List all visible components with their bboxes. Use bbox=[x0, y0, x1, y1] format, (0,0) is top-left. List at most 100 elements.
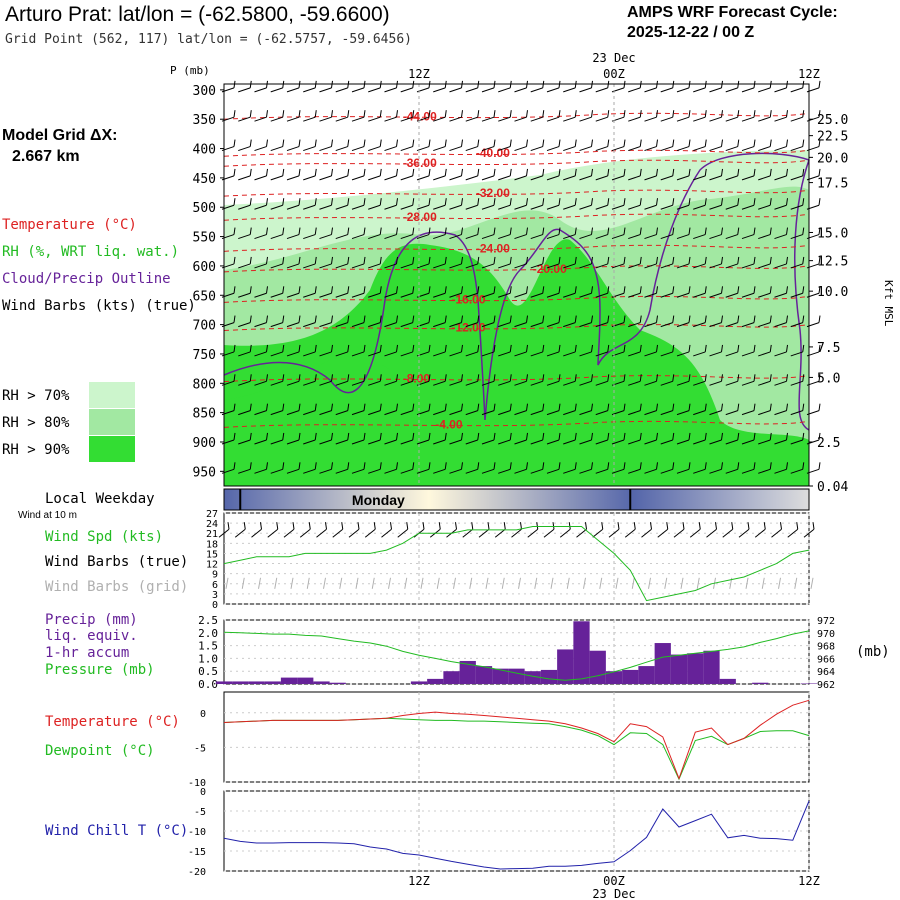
kft-tick-label: 22.5 bbox=[817, 130, 848, 145]
wind-barb bbox=[368, 175, 381, 181]
wind-barb bbox=[546, 234, 560, 240]
cloud-outline-right bbox=[794, 159, 810, 431]
wind-barb-flag bbox=[656, 462, 658, 470]
wind-barb-flag bbox=[737, 344, 740, 353]
wind-barb-flag bbox=[526, 315, 528, 323]
wind-barb bbox=[758, 292, 771, 298]
wind-barb bbox=[546, 439, 560, 445]
wind-barb bbox=[254, 175, 267, 181]
wind-barb bbox=[449, 146, 462, 152]
wind-barb-flag bbox=[363, 198, 366, 206]
wind-barb-flag bbox=[509, 286, 512, 294]
wind-barb-flag bbox=[233, 344, 236, 353]
wind-barb bbox=[741, 204, 755, 210]
kft-tick-label: 2.5 bbox=[817, 436, 840, 451]
wind-barb-flag bbox=[298, 256, 301, 264]
wind-barb-flag bbox=[396, 286, 398, 294]
wind-barb bbox=[693, 234, 706, 240]
wind-barb-flag bbox=[444, 374, 447, 382]
wind-barb-flag bbox=[428, 198, 431, 206]
wind-barb bbox=[303, 146, 316, 152]
wind-barb-flag bbox=[444, 403, 447, 411]
wind-barb-flag bbox=[574, 432, 577, 441]
wind-barb bbox=[270, 468, 283, 474]
wind-barb-true bbox=[608, 528, 620, 538]
wind-barb bbox=[400, 234, 413, 240]
wind-barb-flag bbox=[542, 315, 545, 323]
wind-barb-flag bbox=[639, 139, 642, 147]
wind-barb bbox=[644, 234, 657, 240]
isotherm-line bbox=[223, 112, 810, 120]
wind-barb-flag bbox=[347, 198, 350, 206]
wind-barb-flag bbox=[591, 315, 593, 323]
wind-barb bbox=[416, 263, 430, 269]
wind-barb bbox=[660, 439, 673, 445]
wind-barb bbox=[563, 380, 576, 386]
wind-barb bbox=[303, 468, 316, 474]
isotherm-line bbox=[223, 295, 810, 303]
wind-barb-flag bbox=[347, 403, 350, 411]
wind-barb-flag bbox=[818, 110, 821, 118]
precip-bar bbox=[215, 681, 233, 684]
wind-barb bbox=[335, 263, 348, 269]
wind-barb-true bbox=[332, 528, 344, 538]
wind-barb bbox=[238, 351, 251, 357]
wind-barb bbox=[368, 439, 381, 445]
wind-barb bbox=[400, 322, 413, 328]
wind-barb-flag bbox=[639, 256, 642, 264]
kft-tick-label: 10.0 bbox=[817, 285, 848, 300]
precip-tick-label: 2.5 bbox=[198, 614, 218, 627]
wind-barb bbox=[774, 87, 787, 93]
wind-barb bbox=[400, 292, 413, 298]
wind-barb bbox=[741, 175, 755, 181]
wind-barb-true-flag bbox=[763, 522, 766, 530]
temperature-tick-label: -5 bbox=[194, 743, 206, 754]
wind-barb bbox=[254, 322, 267, 328]
wind-barb-flag bbox=[574, 256, 577, 264]
wind-barb bbox=[709, 468, 722, 474]
kft-tick-label: 15.0 bbox=[817, 226, 848, 241]
wind-barb bbox=[660, 351, 673, 357]
wind-barb bbox=[790, 439, 803, 445]
wind-barb bbox=[384, 87, 397, 93]
wind-barb-true bbox=[527, 528, 539, 538]
wind-barb bbox=[676, 175, 690, 181]
wind-barb bbox=[563, 263, 576, 269]
precip-tick-label: 1.5 bbox=[198, 640, 218, 653]
wind-barb-flag bbox=[753, 286, 756, 294]
cloud-outline bbox=[223, 152, 810, 421]
pressure-tick-label: 550 bbox=[193, 231, 216, 246]
wind-barb-flag bbox=[753, 110, 756, 118]
wind-barb-flag bbox=[688, 374, 691, 382]
wind-barb-flag bbox=[526, 462, 528, 470]
wind-barb bbox=[465, 146, 478, 152]
wind-tick-label: 6 bbox=[212, 580, 218, 591]
wind-barb bbox=[741, 292, 755, 298]
wind-barb-flag bbox=[542, 227, 545, 235]
wind-barb bbox=[774, 146, 787, 152]
wind-barb-flag bbox=[656, 227, 658, 235]
wind-barb-flag bbox=[542, 139, 545, 147]
wind-barb bbox=[286, 263, 300, 269]
wind-barb bbox=[579, 175, 592, 181]
wind-barb-flag bbox=[461, 198, 463, 206]
precip-bar bbox=[540, 669, 558, 684]
wind-barb-flag bbox=[282, 286, 285, 294]
wind-barb-flag bbox=[737, 432, 740, 441]
kft-tick-label: 5.0 bbox=[817, 371, 840, 386]
wind-barb bbox=[416, 204, 430, 210]
wind-barb-flag bbox=[753, 256, 756, 264]
wind-barb-grid bbox=[436, 577, 440, 589]
wind-barb-flag bbox=[331, 432, 333, 441]
wind-barb bbox=[546, 175, 560, 181]
wind-barb bbox=[481, 380, 495, 386]
wind-barb-flag bbox=[737, 110, 740, 118]
wind-barb bbox=[790, 468, 803, 474]
wind-barb bbox=[741, 116, 755, 122]
wind-barb bbox=[693, 410, 706, 416]
wind-barb bbox=[319, 380, 332, 386]
precip-bar bbox=[605, 671, 623, 684]
wind-barb-flag bbox=[607, 227, 610, 235]
wind-barb bbox=[514, 263, 527, 269]
wind-barb bbox=[303, 263, 316, 269]
